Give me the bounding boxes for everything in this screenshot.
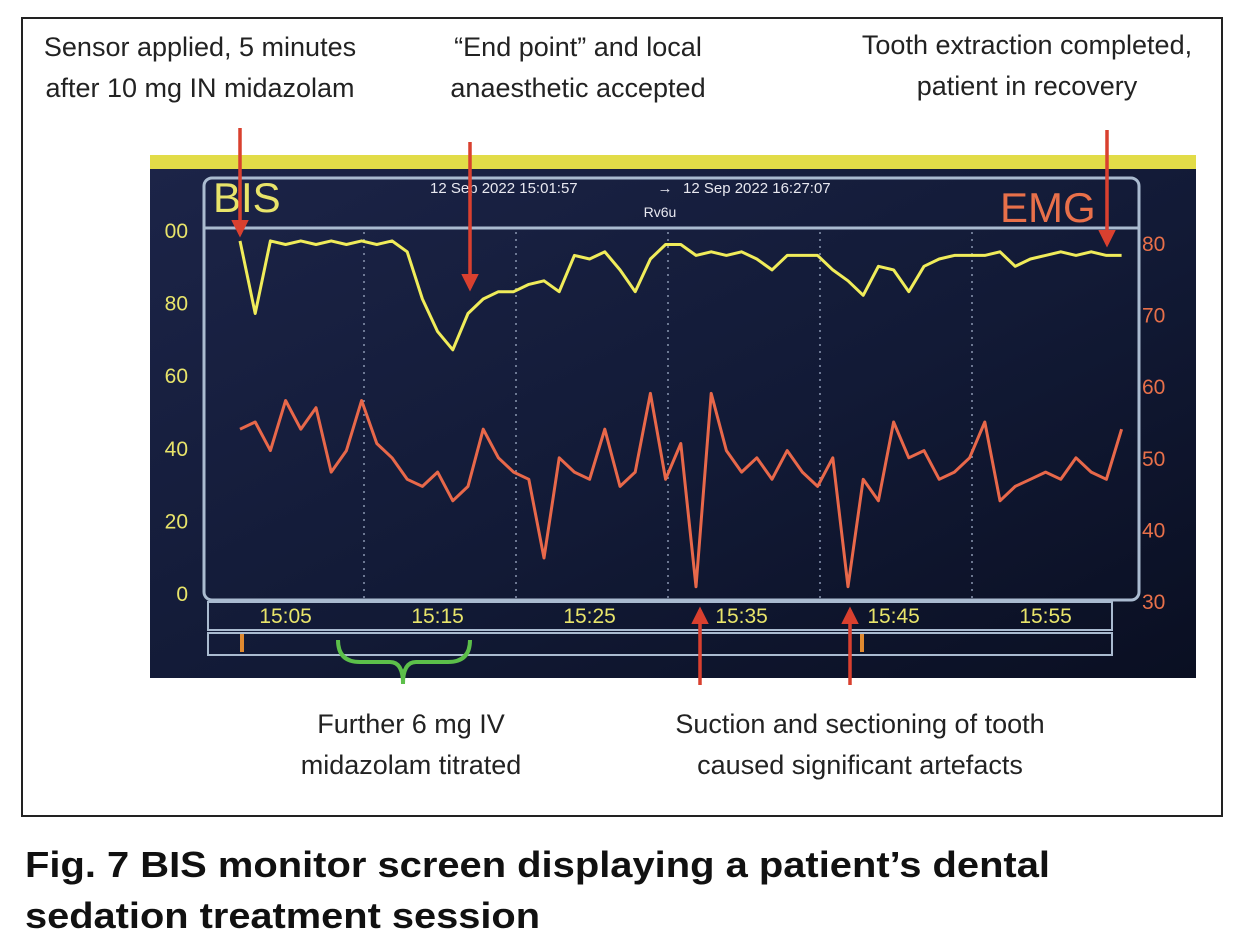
start-time: 12 Sep 2022 15:01:57 <box>430 180 578 197</box>
annotation: patient in recovery <box>917 71 1138 101</box>
y-tick-label: 00 <box>165 220 188 243</box>
annotation: Suction and sectioning of tooth <box>675 709 1044 739</box>
caption: sedation treatment session <box>25 895 540 936</box>
grid <box>363 232 973 598</box>
plot-frame <box>202 176 1141 602</box>
x-tick-label: 15:35 <box>715 605 768 628</box>
emg-label: EMG <box>1000 184 1096 231</box>
y-tick-label: 0 <box>176 583 188 606</box>
x-tick-label: 15:45 <box>867 605 920 628</box>
y2-tick-label: 30 <box>1142 591 1165 614</box>
y-tick-label: 20 <box>165 510 188 533</box>
x-tick-label: 15:25 <box>563 605 616 628</box>
y-tick-label: 60 <box>165 365 188 388</box>
x-tick-label: 15:55 <box>1019 605 1072 628</box>
annotation: “End point” and local <box>454 32 702 62</box>
y2-tick-label: 70 <box>1142 305 1165 328</box>
x-tick-label: 15:05 <box>259 605 312 628</box>
y2-tick-label: 60 <box>1142 376 1165 399</box>
plot: 0 20 40 60 80 00 30 40 50 60 70 80 15:05 15:15 15:25 15… <box>165 220 1166 628</box>
x-tick-label: 15:15 <box>411 605 464 628</box>
bis-label: BIS <box>213 174 281 221</box>
annotation: midazolam titrated <box>301 750 522 780</box>
annotation: Further 6 mg IV <box>317 709 505 739</box>
event-marker <box>240 634 244 652</box>
event-strip <box>207 632 1113 656</box>
end-time: 12 Sep 2022 16:27:07 <box>683 180 831 197</box>
y2-tick-label: 50 <box>1142 448 1165 471</box>
brace <box>336 639 472 685</box>
y2-tick-label: 40 <box>1142 519 1165 542</box>
annotation: caused significant artefacts <box>697 750 1023 780</box>
event-marker <box>860 634 864 652</box>
monitor-stripe <box>150 155 1196 169</box>
series-line <box>239 391 1124 589</box>
annotation: after 10 mg IN midazolam <box>45 73 354 103</box>
y2-tick-label: 80 <box>1142 233 1165 256</box>
arrows <box>231 128 1116 685</box>
annotation: Sensor applied, 5 minutes <box>44 32 356 62</box>
annotation: anaesthetic accepted <box>450 73 705 103</box>
annotation: Tooth extraction completed, <box>862 30 1192 60</box>
device-id: Rv6u <box>644 204 677 220</box>
series-line <box>238 239 1122 352</box>
time-arrow: → <box>658 180 673 197</box>
y-tick-label: 80 <box>165 293 188 316</box>
y-tick-label: 40 <box>165 438 188 461</box>
caption: Fig. 7 BIS monitor screen displaying a p… <box>25 844 1050 885</box>
time-strip <box>207 601 1113 631</box>
